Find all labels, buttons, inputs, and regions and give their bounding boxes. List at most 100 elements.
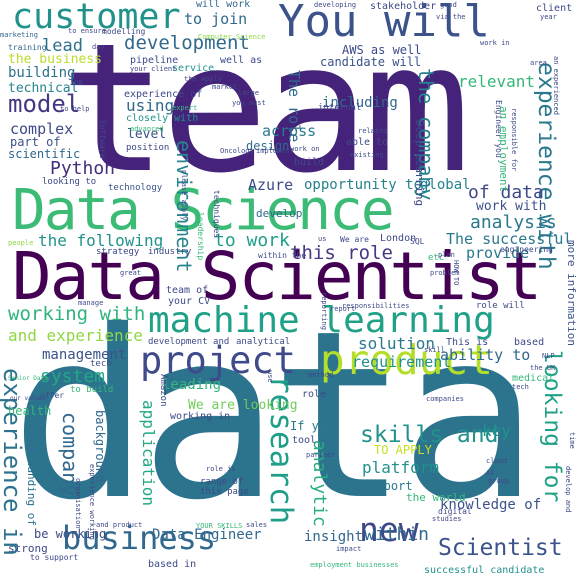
cloud-word: Python <box>50 158 116 179</box>
cloud-word: skill <box>424 346 446 354</box>
cloud-word: good <box>440 1 457 9</box>
cloud-word: digital <box>438 507 472 516</box>
cloud-word: able to <box>346 137 389 148</box>
cloud-word: within the <box>258 251 307 260</box>
cloud-word: impact <box>336 545 362 553</box>
cloud-word: looking to <box>42 177 97 187</box>
cloud-word: you must <box>232 99 266 107</box>
cloud-word: method <box>308 371 334 379</box>
cloud-word: lead <box>42 36 83 56</box>
cloud-word: requirement <box>352 353 452 371</box>
cloud-word: Data Science <box>12 178 395 243</box>
cloud-word: expert <box>172 104 198 112</box>
cloud-word: role is <box>206 465 236 473</box>
cloud-word: leading <box>162 377 222 393</box>
cloud-word: customer <box>12 0 181 37</box>
cloud-word: implement <box>256 147 294 155</box>
cloud-word: be working <box>34 527 107 541</box>
cloud-word: build <box>294 157 325 168</box>
cloud-word: develop <box>256 207 303 220</box>
cloud-word: the Apply <box>184 75 222 83</box>
cloud-word: our values <box>10 395 47 402</box>
cloud-word: to support <box>30 553 79 562</box>
cloud-word: the following <box>38 231 164 250</box>
cloud-word: Azure <box>248 176 294 194</box>
cloud-word: Deep Learning <box>413 120 426 207</box>
cloud-word: and product <box>96 521 143 529</box>
cloud-word: time <box>568 432 576 449</box>
cloud-word: of data <box>468 182 544 203</box>
cloud-word: stakeholder <box>370 1 437 12</box>
cloud-word: application <box>139 400 158 506</box>
cloud-word: JOB <box>70 79 83 87</box>
cloud-word: analysis <box>470 212 557 233</box>
cloud-word: tech <box>512 383 529 391</box>
cloud-word: developing <box>314 1 357 9</box>
cloud-word: range of <box>200 477 244 487</box>
cloud-word: reporting <box>320 292 328 330</box>
cloud-word: well as <box>220 55 263 66</box>
cloud-word: us <box>318 235 327 243</box>
cloud-word: work in <box>480 39 510 47</box>
cloud-word: people <box>8 239 34 247</box>
cloud-word: and experience <box>8 326 143 345</box>
cloud-word: marketing <box>0 31 38 39</box>
cloud-word: via the <box>436 13 466 21</box>
cloud-word: successful candidate <box>424 565 545 576</box>
cloud-word: analytical <box>236 337 291 347</box>
cloud-word: use <box>266 370 274 383</box>
cloud-word: We are looking <box>188 398 298 413</box>
cloud-word: This is <box>446 337 489 348</box>
cloud-word: solution <box>358 334 436 353</box>
cloud-word: report <box>330 305 356 313</box>
cloud-word: relevant <box>458 72 536 91</box>
cloud-word: leadership <box>196 212 205 261</box>
cloud-word: new <box>359 510 419 549</box>
cloud-word: machine learning <box>148 300 495 341</box>
cloud-word: understanding of <box>25 420 38 526</box>
cloud-word: organisation <box>74 478 82 529</box>
cloud-word: health <box>8 404 52 418</box>
cloud-word: techniques <box>212 190 221 239</box>
cloud-word: including <box>322 95 398 111</box>
cloud-word: market <box>212 83 238 91</box>
cloud-word: will work <box>196 0 251 10</box>
cloud-word: develop and <box>564 466 572 513</box>
cloud-word: knowledge of <box>440 497 542 513</box>
cloud-word: working with <box>8 303 146 325</box>
cloud-word: large <box>238 89 260 97</box>
cloud-word: management <box>42 347 127 363</box>
cloud-word: cloud <box>486 457 508 465</box>
cloud-word: candidate will <box>320 55 422 69</box>
cloud-word: We are <box>340 235 369 244</box>
cloud-word: global <box>420 177 471 193</box>
cloud-word: the world <box>406 491 466 504</box>
cloud-word: tech <box>90 359 112 369</box>
cloud-word: great <box>120 269 142 277</box>
cloud-word: an experienced <box>552 56 560 116</box>
cloud-word: more information <box>565 240 576 346</box>
cloud-word: AI <box>486 469 495 477</box>
cloud-word: modelling <box>102 27 146 36</box>
cloud-word: experience working <box>88 464 96 540</box>
cloud-word: strategy <box>96 247 140 257</box>
cloud-word: companies <box>426 395 464 403</box>
cloud-word: to work <box>214 230 290 251</box>
cloud-word: responsible for <box>510 108 518 172</box>
cloud-word: to build <box>70 385 114 395</box>
cloud-word: support <box>362 479 413 493</box>
cloud-word: technical <box>8 81 79 96</box>
cloud-word: TO APPLY <box>374 443 432 457</box>
cloud-word: HOW TO <box>452 260 460 286</box>
cloud-word: Computer Science <box>198 33 266 41</box>
cloud-word: SQL <box>410 237 425 246</box>
cloud-word: development <box>124 32 250 54</box>
cloud-word: AWS as well <box>342 43 422 57</box>
cloud-word: business <box>62 519 217 557</box>
cloud-word: Engineer you <box>494 100 503 158</box>
cloud-word: day <box>92 43 105 51</box>
cloud-word: ability to <box>440 346 531 364</box>
cloud-word: If you <box>290 419 334 433</box>
cloud-word: tool <box>292 435 317 446</box>
cloud-word: across <box>262 122 317 140</box>
